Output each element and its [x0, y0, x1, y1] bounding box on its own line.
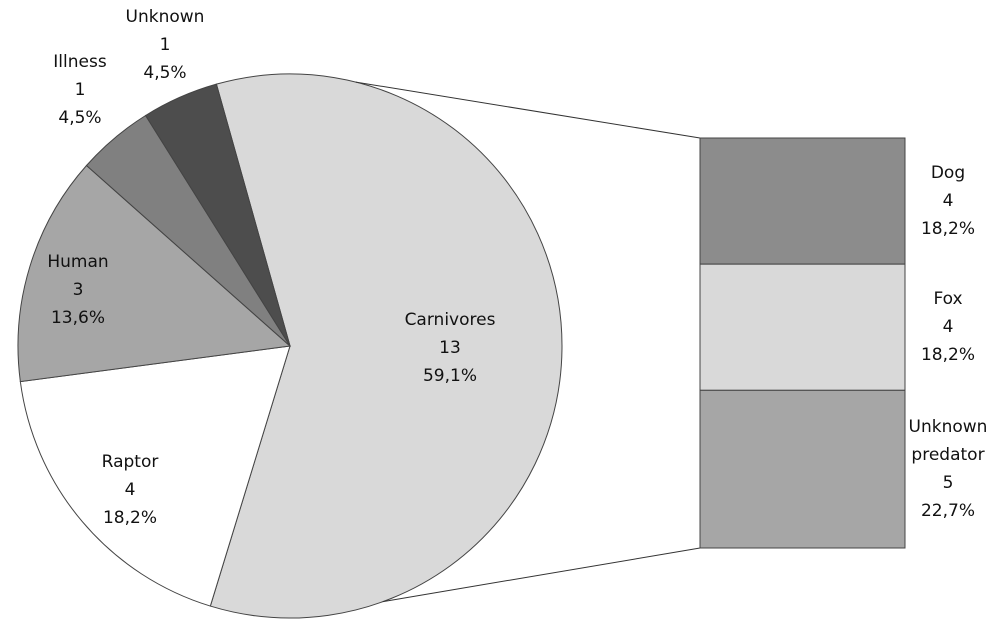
data-label: Human 3 13,6% — [23, 248, 133, 332]
label-name: Unknown predator — [908, 417, 988, 466]
label-count: 13 — [439, 338, 461, 358]
connector-line — [355, 81, 701, 139]
data-label: Raptor 4 18,2% — [75, 448, 185, 532]
label-count: 3 — [72, 280, 84, 300]
label-percent: 13,6% — [50, 308, 105, 328]
label-percent: 22,7% — [920, 501, 975, 522]
label-count: 1 — [74, 80, 86, 100]
data-label: Fox 4 18,2% — [893, 285, 1001, 369]
label-percent: 4,5% — [58, 108, 102, 128]
label-percent: 18,2% — [102, 508, 157, 528]
label-count: 5 — [942, 473, 954, 494]
label-name: Unknown — [125, 7, 205, 27]
label-count: 4 — [942, 191, 954, 212]
label-name: Dog — [930, 163, 966, 184]
data-label: Illness 1 4,5% — [25, 48, 135, 132]
label-percent: 18,2% — [920, 219, 975, 240]
label-count: 4 — [942, 317, 954, 338]
data-label: Unknown predator 5 22,7% — [893, 413, 1001, 525]
data-label: Unknown 1 4,5% — [110, 3, 220, 87]
data-label: Carnivores 13 59,1% — [395, 306, 505, 390]
label-name: Fox — [933, 289, 963, 310]
label-name: Illness — [53, 52, 107, 72]
bar-segment — [699, 263, 906, 391]
data-label: Dog 4 18,2% — [893, 159, 1001, 243]
connector-line — [382, 547, 701, 603]
label-count: 4 — [124, 480, 136, 500]
label-percent: 59,1% — [422, 366, 477, 386]
pie-slice — [19, 345, 291, 607]
bar-segment — [699, 389, 906, 549]
pie-slice — [144, 83, 291, 347]
label-name: Human — [47, 252, 109, 272]
pie-slice — [17, 164, 292, 383]
label-percent: 4,5% — [143, 63, 187, 83]
pie-slice — [209, 73, 563, 619]
label-name: Raptor — [101, 452, 159, 472]
label-name: Carnivores — [404, 310, 496, 330]
label-percent: 18,2% — [920, 345, 975, 366]
label-count: 1 — [159, 35, 171, 55]
bar-segment — [699, 137, 906, 265]
